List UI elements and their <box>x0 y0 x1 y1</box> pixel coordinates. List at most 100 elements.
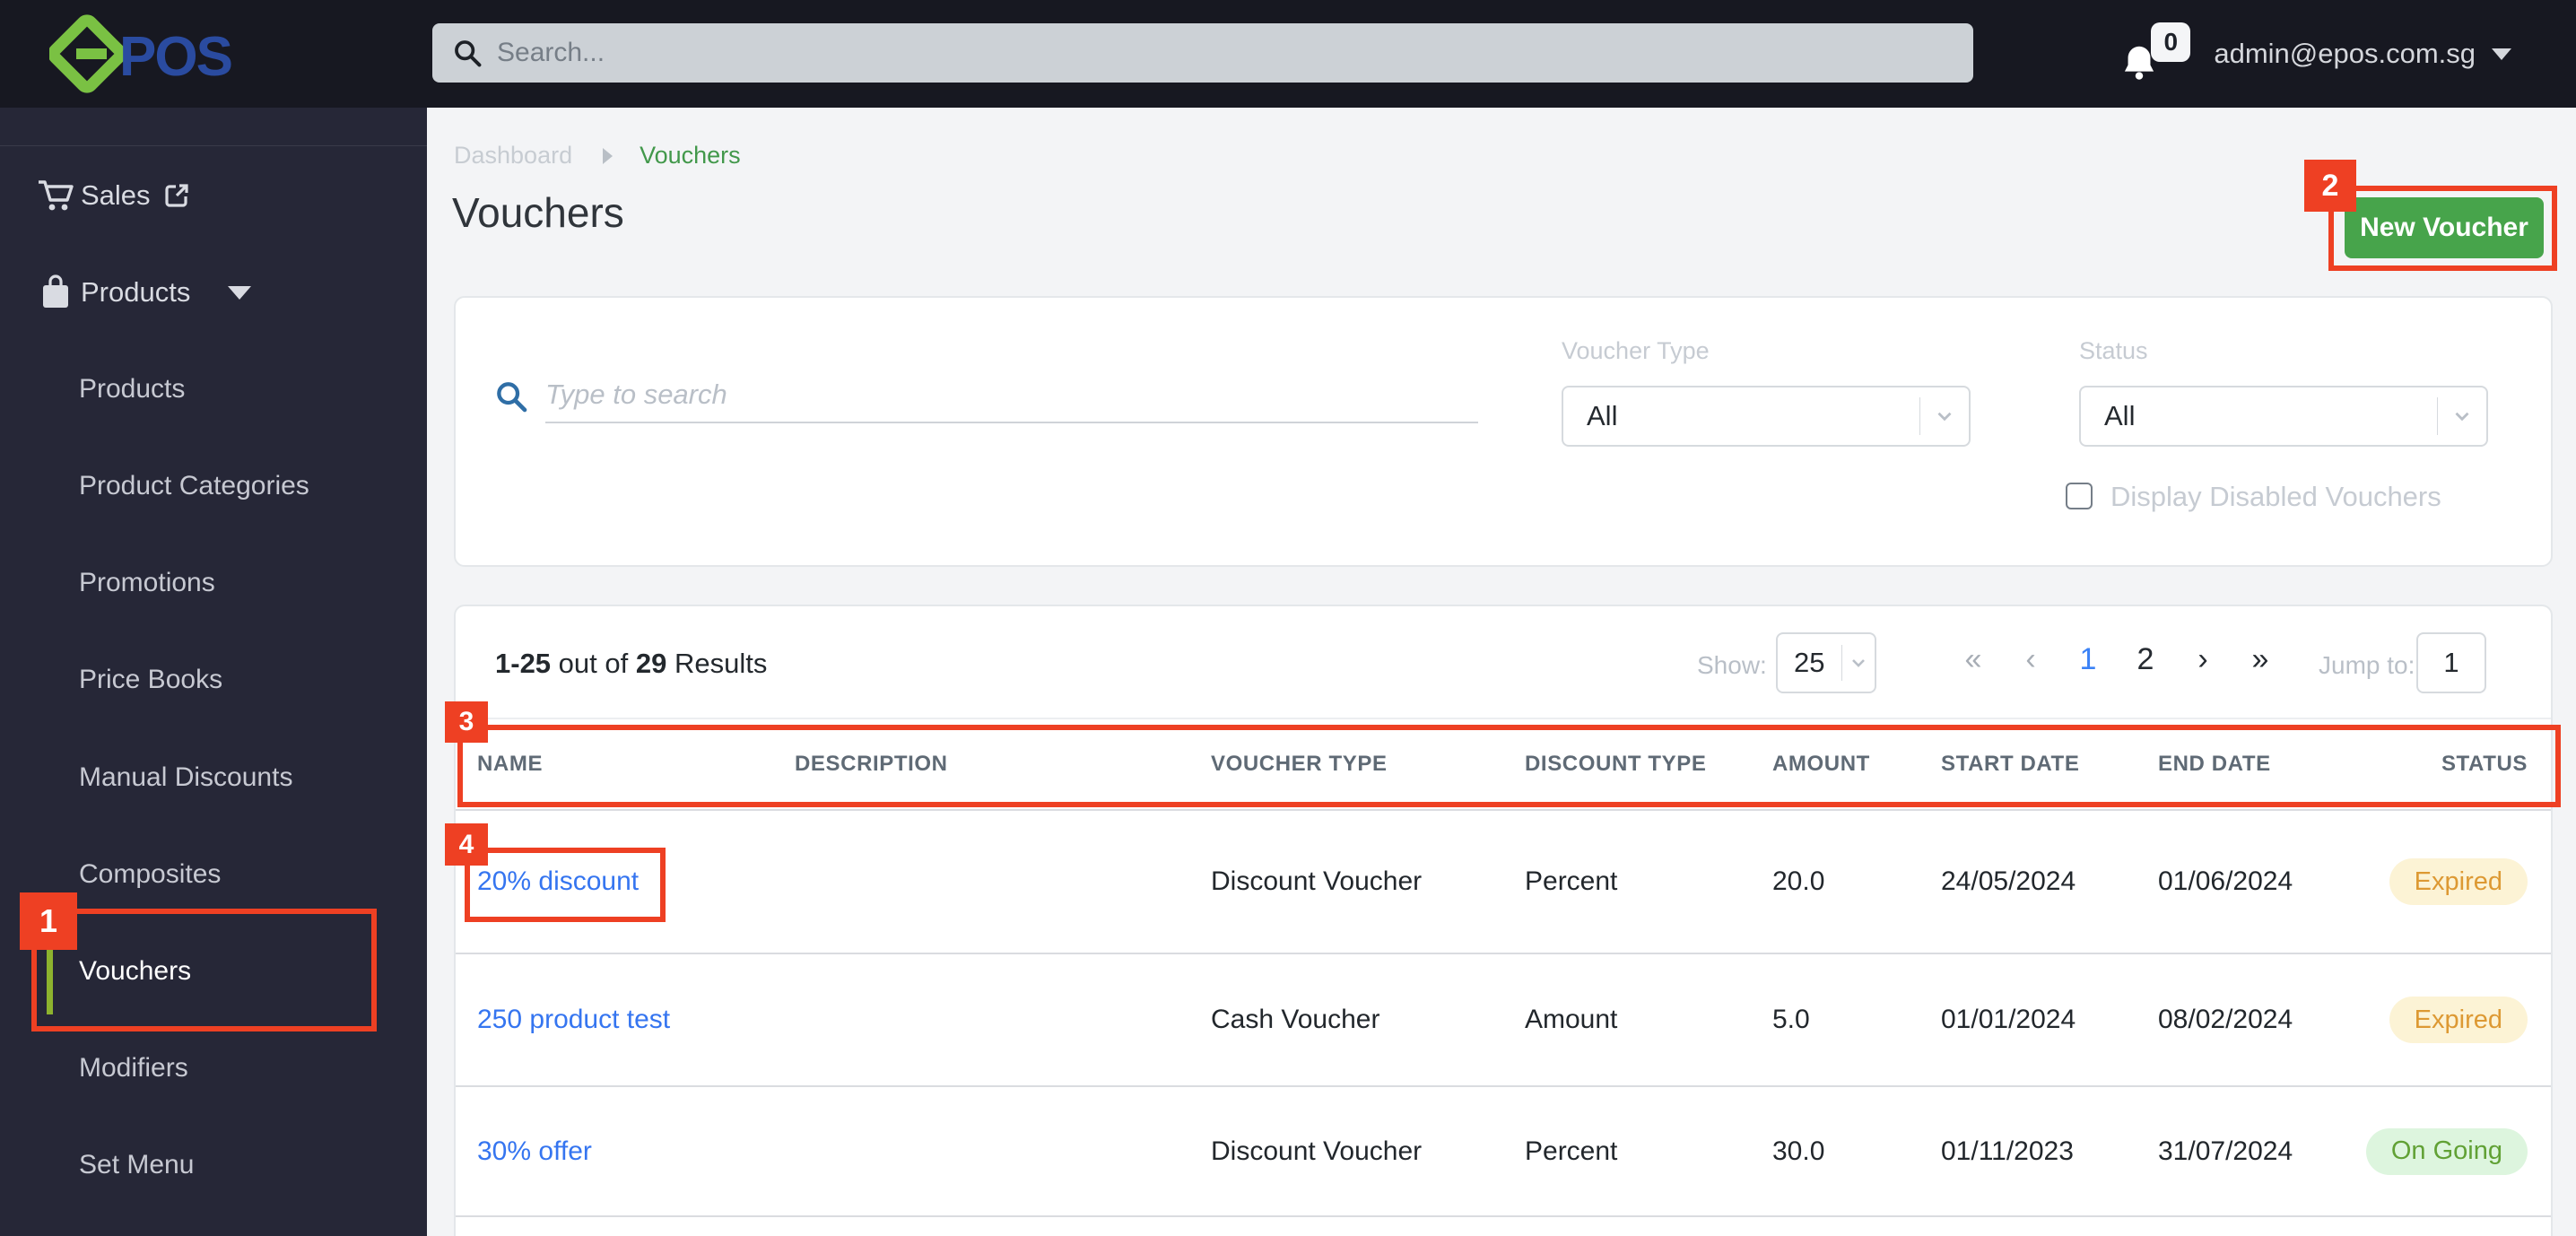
status-badge: On Going <box>2365 1127 2528 1175</box>
page-size-select[interactable]: 25 <box>1776 632 1876 693</box>
chevron-down-icon <box>2438 405 2486 428</box>
epos-logo: POS <box>48 14 283 93</box>
select-divider <box>2437 397 2438 435</box>
status-badge: Expired <box>2389 858 2528 905</box>
status-select[interactable]: All <box>2079 386 2488 447</box>
voucher-name-link[interactable]: 20% discount <box>477 866 640 896</box>
sidebar-item-label: Sales <box>81 179 151 211</box>
results-toolbar: 1-25 out of 29 Results Show: 25 « ‹ 1 <box>456 606 2551 719</box>
sidebar: Sales Products Products Product Categori… <box>0 0 427 1236</box>
annotation-box-1 <box>31 909 377 1031</box>
new-voucher-button[interactable]: New Voucher <box>2345 197 2544 258</box>
table-header-row: NAME DESCRIPTION VOUCHER TYPE DISCOUNT T… <box>456 719 2551 809</box>
user-email[interactable]: admin@epos.com.sg <box>2214 38 2476 69</box>
global-search-input[interactable] <box>497 38 1954 68</box>
filter-search-icon <box>493 379 529 419</box>
active-item-indicator <box>47 944 53 1014</box>
annotation-box-4 <box>465 848 666 922</box>
column-header-name[interactable]: NAME <box>477 752 544 776</box>
sidebar-item-sales[interactable]: Sales <box>0 176 427 215</box>
sidebar-item-products-sub[interactable]: Products <box>79 374 186 404</box>
results-panel: 1-25 out of 29 Results Show: 25 « ‹ 1 <box>454 605 2553 1236</box>
cell-voucher-type: Discount Voucher <box>1211 866 1423 896</box>
cell-amount: 20.0 <box>1772 866 1825 896</box>
voucher-type-select[interactable]: All <box>1562 386 1971 447</box>
results-count: 1-25 out of 29 Results <box>495 648 767 680</box>
search-icon <box>455 40 482 67</box>
table-row-partial <box>456 1215 2551 1236</box>
notifications[interactable]: 0 <box>2119 22 2191 85</box>
annotation-box-3 <box>457 725 2561 807</box>
external-link-icon <box>163 182 190 209</box>
voucher-search-input[interactable] <box>545 368 1478 423</box>
column-header-description[interactable]: DESCRIPTION <box>795 752 948 776</box>
column-header-amount[interactable]: AMOUNT <box>1772 752 1870 776</box>
select-divider <box>1841 645 1842 681</box>
column-header-start-date[interactable]: START DATE <box>1941 752 2080 776</box>
prev-page-button[interactable]: ‹ <box>2025 642 2036 676</box>
cell-end-date: 08/02/2024 <box>2158 1005 2293 1034</box>
sidebar-item-products[interactable]: Products <box>0 273 427 312</box>
filter-panel: Voucher Type All Status All Display Disa… <box>454 296 2553 567</box>
svg-text:POS: POS <box>119 26 231 88</box>
last-page-button[interactable]: » <box>2251 642 2269 676</box>
results-label: Results <box>674 648 768 679</box>
annotation-number-3: 3 <box>445 701 488 743</box>
jump-to-input[interactable] <box>2416 632 2486 693</box>
user-menu-caret-icon[interactable] <box>2492 48 2511 60</box>
voucher-type-label: Voucher Type <box>1562 337 1710 364</box>
page-size-value: 25 <box>1794 647 1825 678</box>
voucher-name-link[interactable]: 250 product test <box>477 1005 671 1034</box>
sidebar-item-vouchers[interactable]: Vouchers <box>79 956 192 986</box>
next-page-button[interactable]: › <box>2197 642 2208 676</box>
first-page-button[interactable]: « <box>1964 642 1982 676</box>
pagination: « ‹ 1 2 › » <box>1945 642 2289 677</box>
cell-end-date: 31/07/2024 <box>2158 1136 2293 1166</box>
shopping-bag-icon <box>32 274 79 311</box>
cell-amount: 30.0 <box>1772 1136 1825 1166</box>
breadcrumb-current: Vouchers <box>640 142 741 169</box>
cell-amount: 5.0 <box>1772 1005 1810 1034</box>
breadcrumb-arrow-icon <box>603 147 614 164</box>
cell-discount-type: Amount <box>1525 1005 1618 1034</box>
notification-count-badge: 0 <box>2151 22 2191 62</box>
main-content: Dashboard Vouchers Vouchers New Voucher … <box>427 108 2576 1236</box>
column-header-discount-type[interactable]: DISCOUNT TYPE <box>1525 752 1707 776</box>
chevron-down-icon <box>228 285 252 300</box>
sidebar-item-promotions[interactable]: Promotions <box>79 568 215 597</box>
column-header-voucher-type[interactable]: VOUCHER TYPE <box>1211 752 1388 776</box>
page-title: Vouchers <box>452 189 624 236</box>
sidebar-item-modifiers[interactable]: Modifiers <box>79 1053 188 1083</box>
display-disabled-checkbox[interactable] <box>2066 483 2093 509</box>
voucher-name-link[interactable]: 30% offer <box>477 1136 592 1166</box>
bell-icon <box>2125 46 2154 80</box>
show-label: Show: <box>1697 651 1767 679</box>
sidebar-item-product-categories[interactable]: Product Categories <box>79 471 309 500</box>
results-total: 29 <box>635 648 667 679</box>
breadcrumb-dashboard[interactable]: Dashboard <box>454 142 573 169</box>
table-row: 250 product test Cash Voucher Amount 5.0… <box>456 953 2551 1085</box>
column-header-status[interactable]: STATUS <box>2441 752 2528 776</box>
status-label: Status <box>2079 337 2148 364</box>
column-header-end-date[interactable]: END DATE <box>2158 752 2271 776</box>
jump-to-label: Jump to: <box>2319 651 2415 679</box>
cell-end-date: 01/06/2024 <box>2158 866 2293 896</box>
cell-voucher-type: Cash Voucher <box>1211 1005 1380 1034</box>
sidebar-item-set-menu[interactable]: Set Menu <box>79 1150 195 1179</box>
cell-start-date: 01/11/2023 <box>1941 1136 2074 1166</box>
cell-start-date: 24/05/2024 <box>1941 866 2076 896</box>
status-badge: Expired <box>2389 997 2528 1043</box>
annotation-box-2 <box>2328 186 2557 271</box>
page-button-1[interactable]: 1 <box>2079 642 2097 676</box>
sidebar-divider <box>0 145 427 146</box>
breadcrumb: Dashboard Vouchers <box>454 142 741 170</box>
select-divider <box>1919 397 1920 435</box>
cell-start-date: 01/01/2024 <box>1941 1005 2076 1034</box>
page-button-2[interactable]: 2 <box>2137 642 2154 676</box>
chevron-down-icon <box>1920 405 1969 428</box>
sidebar-item-composites[interactable]: Composites <box>79 859 222 889</box>
sidebar-item-price-books[interactable]: Price Books <box>79 665 223 694</box>
table-row: 20% discount Discount Voucher Percent 20… <box>456 809 2551 953</box>
sidebar-item-manual-discounts[interactable]: Manual Discounts <box>79 762 293 792</box>
